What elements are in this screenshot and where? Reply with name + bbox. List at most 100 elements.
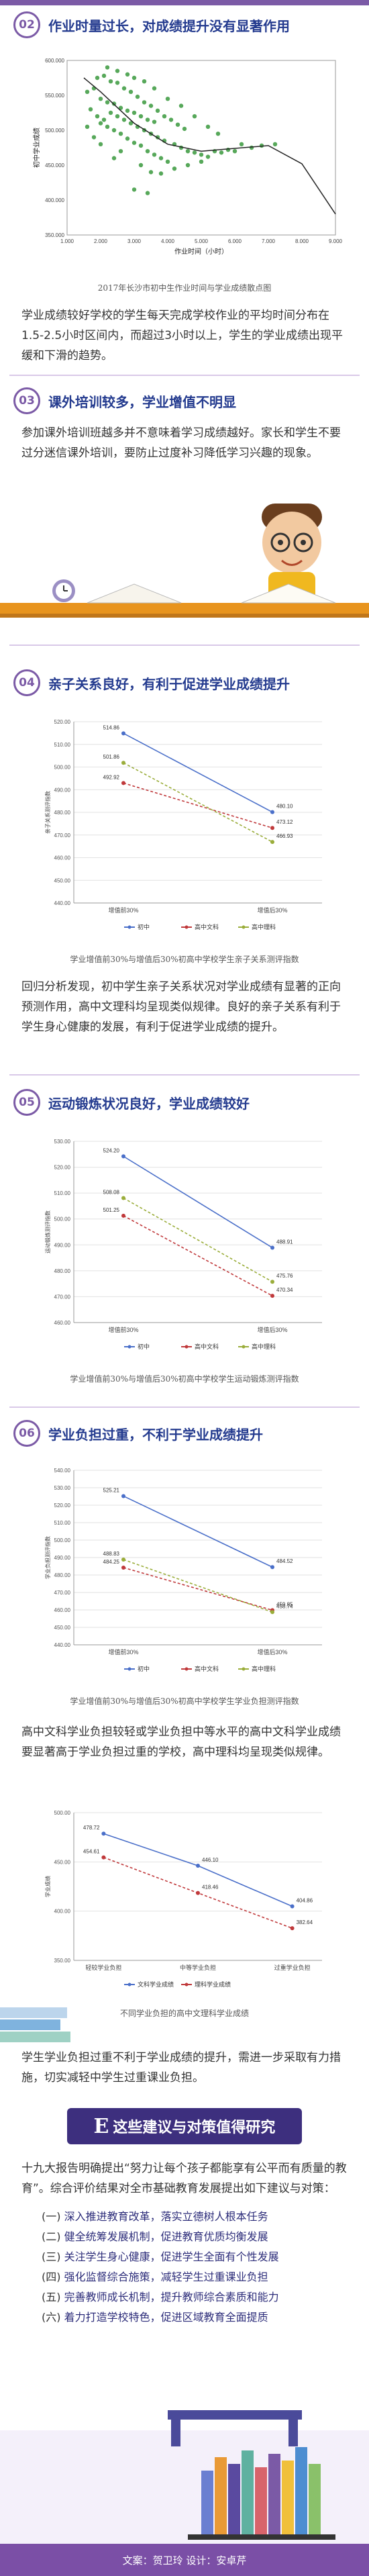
scatter-point [138,143,144,148]
scatter-point [155,108,160,113]
y-tick-label: 540.00 [54,1468,71,1474]
divider [9,375,360,376]
suggestion-index: (三) [42,2250,64,2263]
scatter-point [182,126,187,132]
y-tick-label: 450.000 [45,162,64,169]
section-03-text: 参加课外培训班越多并不意味着学习成绩越好。家长和学生不要过分迷信课外培训，要防止… [21,426,341,460]
section-04-text: 回归分析发现，初中学生亲子关系状况对学业成绩有显著的正向预测作用，高中文理科均呈… [21,980,341,1034]
y-tick-label: 460.00 [54,855,71,861]
scatter-point [115,81,120,85]
scatter-point [125,136,130,141]
y-tick-label: 440.00 [54,900,71,906]
y-tick-label: 530.00 [54,1485,71,1491]
scatter-point [165,97,170,101]
y-tick-label: 490.00 [54,1242,71,1248]
suggestion-index: (二) [42,2230,64,2243]
y-tick-label: 450.00 [54,1625,71,1631]
data-label: 524.20 [103,1147,120,1153]
y-tick-label: 510.00 [54,742,71,748]
data-point [270,826,274,830]
burden-score-caption: 不同学业负担的高中文理科学业成绩 [119,2009,249,2018]
burden-line-chart: 440.00 450.00 460.00 470.00 480.00 490.00 500.… [44,1468,322,1672]
legend-label: 高中文科 [195,1343,219,1350]
y-tick-label: 400.00 [54,1909,71,1915]
y-tick-label: 520.00 [54,1165,71,1171]
scatter-point [199,159,204,164]
trend-line [83,77,336,215]
parent-child-line-chart: 440.00 450.00 460.00 470.00 480.00 490.00 500.… [44,719,322,931]
legend-label: 初中 [138,1343,150,1350]
data-label: 473.12 [276,819,293,825]
data-label: 514.86 [103,724,120,730]
y-tick-label: 490.00 [54,787,71,793]
parent-child-caption: 学业增值前30%与增值后30%初高中学校学生亲子关系测评指数 [70,955,299,964]
legend-label: 初中 [138,1665,150,1672]
section-04-header: 04 亲子关系良好，有利于促进学业成绩提升 [13,669,290,696]
x-tick-label: 增值前30% [108,1326,138,1333]
y-tick-label: 440.00 [54,1642,71,1648]
plot-frame [66,60,336,236]
scatter-point [215,132,221,136]
section-02-header: 02 作业时量过长，对成绩提升没有显著作用 [13,11,290,38]
scatter-point [142,100,147,105]
legend-label: 高中文科 [195,923,219,931]
scatter-point [185,162,191,168]
data-point [121,731,125,736]
scatter-point [239,142,244,146]
scatter-point [219,150,224,155]
data-label: 478.72 [83,1825,100,1831]
legend-marker [127,1345,131,1349]
section-title: 课外培训较多，学业增值不明显 [48,393,236,410]
banner-letter: E [93,2114,109,2138]
scatter-point [111,156,117,160]
scatter-point [125,72,130,77]
divider [9,645,360,646]
y-tick-label: 400.000 [45,197,64,203]
scatter-point [105,65,110,70]
y-tick-label: 500.00 [54,1537,71,1543]
data-point [270,1294,274,1298]
scatter-point [98,97,103,101]
y-tick-label: 500.000 [45,128,64,134]
data-label: 446.10 [202,1857,219,1863]
section-03-header: 03 课外培训较多，学业增值不明显 [13,387,236,414]
suggestion-text: 强化监督综合施策，减轻学生过重课业负担 [64,2271,268,2283]
suggestion-index: (四) [42,2271,64,2283]
exercise-caption: 学业增值前30%与增值后30%初高中学校学生运动锻炼测评指数 [70,1374,299,1384]
scatter-point [192,150,197,155]
suggestions-intro: 十九大报告明确提出“努力让每个孩子都能享有公平而有质量的教育”。综合评价结果对全… [21,2162,347,2195]
scatter-caption: 2017年长沙市初中生作业时间与学业成绩散点图 [97,283,272,293]
y-tick-label: 550.000 [45,93,64,99]
books-decoration [0,2007,70,2042]
suggestion-index: (六) [42,2311,64,2324]
scatter-point [121,117,127,122]
legend-marker [184,1667,189,1671]
scatter-point [272,142,278,146]
scatter-point [199,152,204,157]
data-label: 466.93 [276,833,293,839]
y-tick-label: 450.00 [54,1859,71,1865]
series-line [123,1559,273,1613]
section-05-header: 05 运动锻炼状况良好，学业成绩较好 [13,1089,250,1116]
data-label: 454.61 [83,1849,100,1855]
legend-marker [127,1667,131,1671]
scatter-point [131,110,137,115]
suggestion-item: (三) 关注学生身心健康，促进学生全面有个性发展 [42,2249,279,2265]
x-tick-label: 增值前30% [108,1648,138,1656]
scatter-point [131,187,137,192]
y-tick-label: 480.00 [54,810,71,816]
scatter-point [152,152,157,157]
scatter-point [205,154,211,159]
data-point [121,1196,125,1200]
scatter-point [118,149,123,154]
scatter-point [158,156,164,160]
section-number: 04 [13,669,40,696]
x-tick-label: 3.000 [127,238,142,244]
scatter-point [178,103,184,108]
y-axis-label: 学业成绩 [44,1876,51,1897]
legend-marker [242,925,246,929]
scatter-point [105,124,110,129]
section-06-text2: 学生学业负担过重不利于学业成绩的提升，需进一步采取有力措施，切实减轻中学生过重课… [21,2051,341,2085]
data-label: 501.25 [103,1207,120,1213]
